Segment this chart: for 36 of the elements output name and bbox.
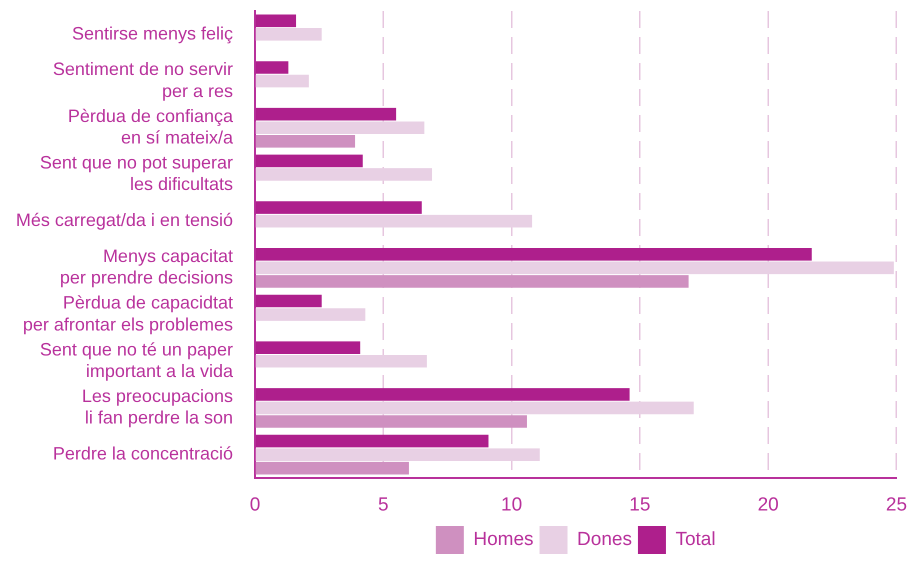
- x-tick-label: 10: [501, 494, 522, 516]
- bar: [256, 14, 296, 28]
- x-tick-label: 25: [886, 494, 908, 516]
- legend-label: Homes: [473, 529, 534, 550]
- bar: [256, 201, 422, 214]
- bar: [256, 415, 527, 428]
- y-tick-label: Pèrdua de confiança en sí mateix/a: [68, 106, 234, 148]
- bar: [256, 28, 322, 41]
- y-tick-label: Sent que no té un paper important a la vida: [40, 339, 234, 382]
- bar: [256, 462, 409, 474]
- bar: [256, 294, 322, 308]
- bar: [256, 108, 396, 121]
- bar: [256, 74, 309, 88]
- bar: [256, 248, 812, 261]
- bar: [256, 308, 366, 321]
- bar: [256, 341, 360, 354]
- y-tick-label: Sentirse menys feliç: [72, 23, 233, 44]
- y-tick-label: Les preocupacions li fan perdre la son: [82, 386, 233, 428]
- y-tick-label: Sentiment de no servir per a res: [52, 59, 233, 101]
- legend-label: Total: [675, 529, 716, 550]
- y-tick-label: Perdre la concentració: [52, 444, 233, 464]
- bar: [256, 61, 288, 74]
- x-tick-label: 0: [250, 494, 260, 516]
- x-tick-label: 15: [629, 494, 650, 516]
- x-tick-label: 20: [758, 494, 779, 516]
- bar: [256, 154, 363, 168]
- bar: [256, 134, 356, 148]
- bar: [256, 388, 630, 401]
- legend-label: Dones: [577, 529, 632, 550]
- y-tick-label: Pèrdua de capacidtat per afrontar els problemes: [22, 292, 233, 334]
- y-tick-label: Més carregat/da i en tensió: [16, 210, 233, 230]
- y-tick-label: Menys capacitat per prendre decisions: [60, 246, 233, 288]
- x-tick-label: 5: [378, 494, 389, 516]
- bar: [256, 275, 689, 288]
- bar: [256, 434, 488, 448]
- y-tick-label: Sent que no pot superar les dificultats: [40, 152, 234, 194]
